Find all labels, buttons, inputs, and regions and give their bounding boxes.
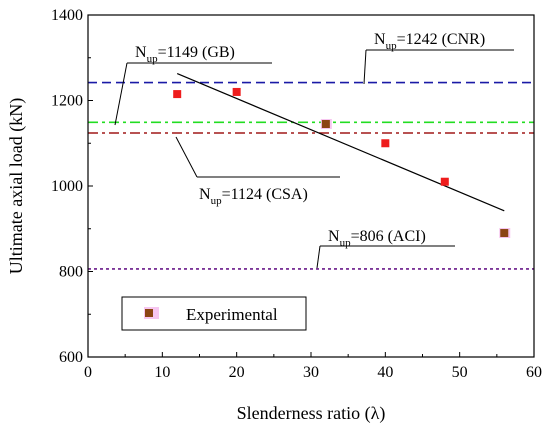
data-point — [440, 177, 449, 186]
annotations: Nup=1242 (CNR) Nup=1149 (GB) Nup=1124 (CSA… — [114, 31, 514, 269]
x-tick-label: 10 — [154, 364, 170, 381]
legend: Experimental — [121, 296, 307, 331]
annotation-leader — [316, 245, 321, 269]
trend-line — [176, 73, 505, 212]
x-tick-label: 60 — [526, 364, 542, 381]
annotation-label: Nup=1149 (GB) — [135, 44, 235, 65]
x-tick-label: 30 — [303, 364, 319, 381]
annotation-leader — [175, 136, 198, 178]
y-tick-label: 1200 — [51, 93, 83, 110]
y-tick-label: 1400 — [51, 7, 83, 24]
y-tick-label: 600 — [59, 349, 83, 366]
data-point — [232, 87, 241, 96]
legend-label-experimental: Experimental — [186, 305, 278, 324]
trend-layer — [176, 73, 505, 212]
y-tick-label: 1000 — [51, 178, 83, 195]
x-tick-label: 0 — [84, 364, 92, 381]
axes: 0 10 20 30 40 50 60 600 800 1000 1200 1400 — [51, 7, 542, 381]
data-points — [173, 87, 511, 239]
annotation-label: Nup=806 (ACI) — [328, 228, 426, 249]
annotation-leader — [114, 62, 128, 126]
annotation-label: Nup=1124 (CSA) — [199, 186, 308, 207]
data-point — [321, 120, 330, 129]
annotation-leader — [363, 49, 367, 85]
x-tick-label: 50 — [452, 364, 468, 381]
annotation-label: Nup=1242 (CNR) — [374, 31, 485, 52]
y-axis-title: Ultimate axial load (kN) — [6, 98, 27, 274]
y-tick-label: 800 — [59, 264, 83, 281]
x-tick-label: 40 — [377, 364, 393, 381]
data-point — [500, 229, 509, 238]
x-tick-label: 20 — [229, 364, 245, 381]
data-point — [173, 90, 182, 99]
data-point — [381, 139, 390, 148]
reference-lines — [88, 81, 534, 270]
x-axis-title: Slenderness ratio (λ) — [237, 403, 386, 424]
legend-marker — [145, 309, 153, 317]
